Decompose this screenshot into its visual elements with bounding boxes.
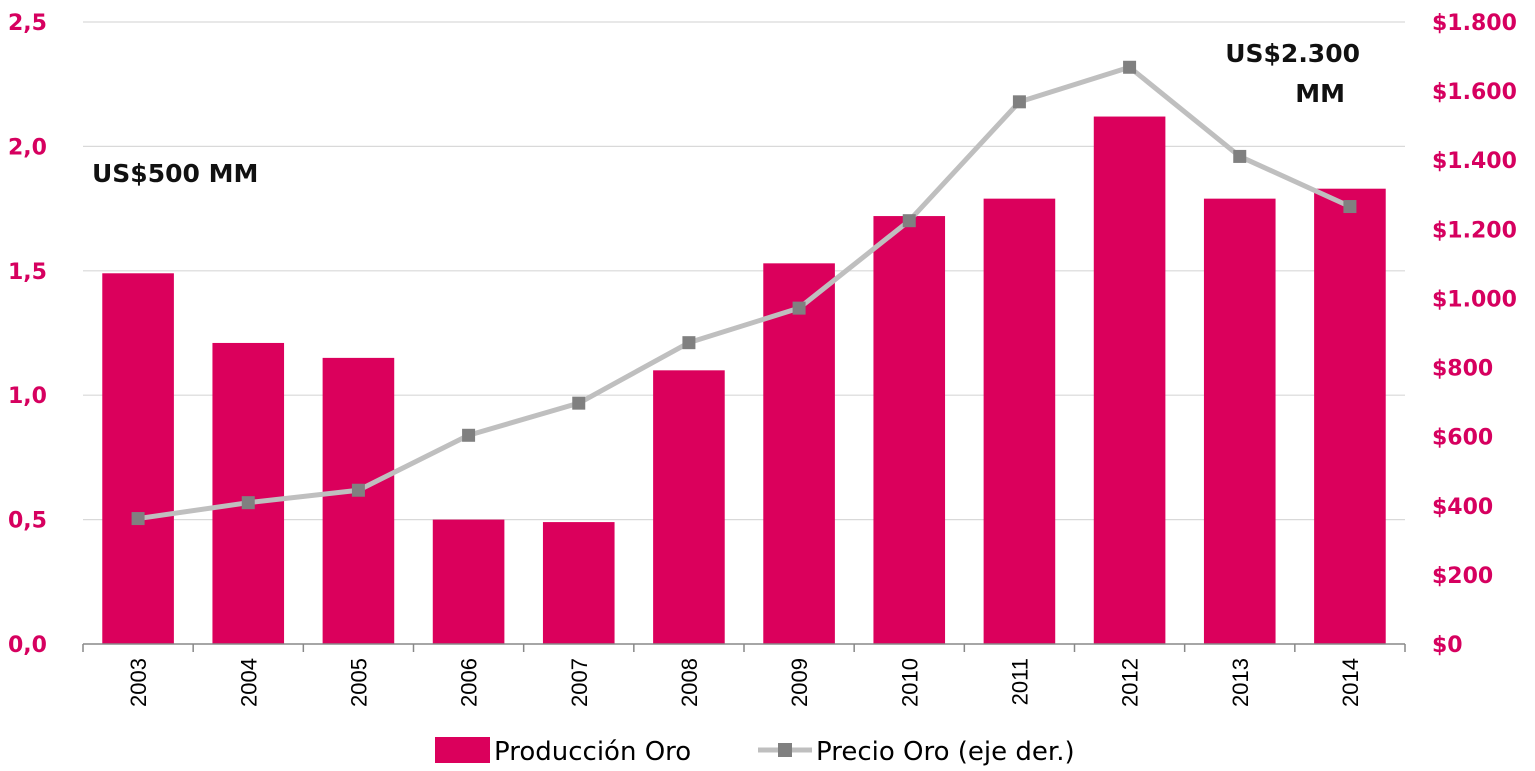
- axes: [82, 643, 1406, 652]
- price-marker-2014: [1343, 200, 1357, 214]
- bar-2012: [1093, 116, 1166, 644]
- gridlines: [83, 21, 1405, 521]
- bars: [102, 116, 1386, 645]
- price-marker-2012: [1123, 60, 1137, 74]
- bar-2013: [1203, 198, 1276, 644]
- left-tick-label: 2,0: [8, 135, 47, 160]
- x-tick-label-2003: 2003: [126, 658, 151, 707]
- left-tick-label: 0,0: [8, 633, 47, 658]
- annotation-right-line1: US$2.300: [1225, 39, 1360, 68]
- right-tick-label: $1.800: [1432, 11, 1517, 36]
- x-axis-ticks: 2003 2004 2005 2006 2007 2008 2009 2010 2011 2012…: [126, 658, 1363, 707]
- left-tick-label: 1,0: [8, 384, 47, 409]
- left-tick-label: 1,5: [8, 260, 47, 285]
- legend-bar-swatch: [435, 737, 490, 763]
- bar-2004: [212, 342, 285, 644]
- bar-2014: [1314, 188, 1386, 645]
- price-marker-2009: [792, 301, 806, 315]
- right-axis-ticks: $0 $200 $400 $600 $800 $1.000 $1.200 $1.400 $1.6…: [1432, 11, 1517, 658]
- right-tick-label: $400: [1432, 495, 1493, 520]
- x-tick-label-2004: 2004: [236, 658, 261, 707]
- bar-2008: [653, 370, 725, 644]
- bar-2006: [432, 519, 505, 644]
- x-tick-label-2010: 2010: [897, 658, 922, 707]
- legend-line-label: Precio Oro (eje der.): [816, 737, 1075, 767]
- price-marker-2003: [131, 512, 145, 526]
- price-marker-2013: [1233, 149, 1247, 163]
- x-tick-label-2009: 2009: [787, 658, 812, 707]
- bar-2003: [102, 273, 174, 644]
- right-tick-label: $0: [1432, 633, 1463, 658]
- price-marker-2008: [682, 336, 696, 350]
- left-tick-label: 0,5: [8, 509, 47, 534]
- bar-2010: [873, 216, 946, 644]
- left-axis-ticks: 0,0 0,5 1,0 1,5 2,0 2,5: [8, 11, 47, 658]
- right-tick-label: $200: [1432, 564, 1493, 589]
- price-marker-2007: [572, 396, 586, 410]
- legend: Producción Oro Precio Oro (eje der.): [435, 737, 1075, 767]
- right-tick-label: $1.600: [1432, 80, 1517, 105]
- annotation-right-line2: MM: [1295, 79, 1345, 108]
- right-tick-label: $800: [1432, 357, 1493, 382]
- x-tick-label-2007: 2007: [567, 658, 592, 707]
- price-marker-2010: [902, 214, 916, 228]
- x-tick-label-2013: 2013: [1228, 658, 1253, 707]
- price-marker-2006: [462, 428, 476, 442]
- x-tick-label-2012: 2012: [1118, 658, 1143, 707]
- left-tick-label: 2,5: [8, 11, 47, 36]
- bar-2009: [763, 263, 835, 644]
- bar-2011: [983, 198, 1056, 644]
- right-tick-label: $1.000: [1432, 287, 1517, 312]
- price-line-layer: [131, 60, 1357, 526]
- legend-line-marker: [778, 743, 792, 757]
- right-tick-label: $600: [1432, 426, 1493, 451]
- x-tick-label-2014: 2014: [1338, 658, 1363, 707]
- x-tick-label-2005: 2005: [346, 658, 371, 707]
- bar-2007: [542, 522, 615, 644]
- x-tick-label-2008: 2008: [677, 658, 702, 707]
- bar-2005: [322, 357, 395, 644]
- annotation-left: US$500 MM: [92, 159, 258, 188]
- price-marker-2005: [351, 483, 365, 497]
- right-tick-label: $1.400: [1432, 149, 1517, 174]
- x-tick-label-2011: 2011: [1007, 658, 1032, 705]
- price-marker-2011: [1012, 95, 1026, 109]
- price-marker-2004: [241, 496, 255, 510]
- price-line: [137, 64, 1351, 522]
- x-tick-label-2006: 2006: [457, 658, 482, 707]
- right-tick-label: $1.200: [1432, 218, 1517, 243]
- legend-bar-label: Producción Oro: [494, 737, 691, 767]
